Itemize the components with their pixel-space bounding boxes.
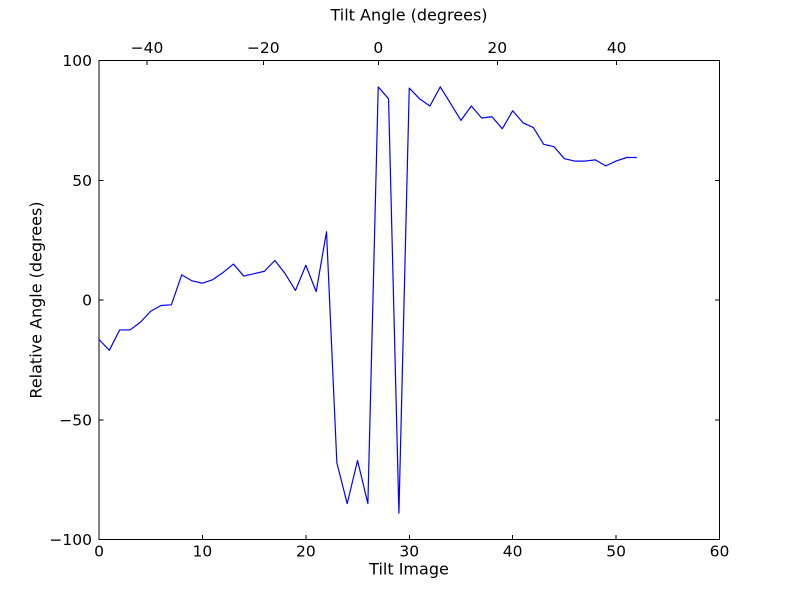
top-tick-label: 0 (373, 39, 383, 57)
top-tick-label: 40 (607, 39, 627, 57)
x-tick-label: 30 (399, 543, 419, 561)
x-tick-label: 20 (296, 543, 316, 561)
y-tick-label: 50 (72, 172, 92, 190)
x-tick-label: 50 (606, 543, 626, 561)
bottom-axis-title: Tilt Image (369, 559, 449, 579)
top-axis-title: Tilt Angle (degrees) (330, 5, 488, 25)
x-tick-label: 0 (94, 543, 104, 561)
left-axis-title: Relative Angle (degrees) (26, 201, 46, 399)
x-tick-label: 60 (710, 543, 730, 561)
y-tick-label: 100 (62, 52, 92, 70)
x-tick-label: 40 (503, 543, 523, 561)
top-tick-label: −40 (131, 39, 164, 57)
data-line (98, 86, 637, 514)
plot-border (98, 60, 720, 540)
y-tick-label: 0 (82, 292, 92, 310)
top-tick-label: 20 (487, 39, 507, 57)
y-tick-label: −100 (49, 531, 92, 549)
y-tick-label: −50 (59, 411, 92, 429)
top-tick-label: −20 (247, 39, 280, 57)
x-tick-label: 10 (193, 543, 213, 561)
